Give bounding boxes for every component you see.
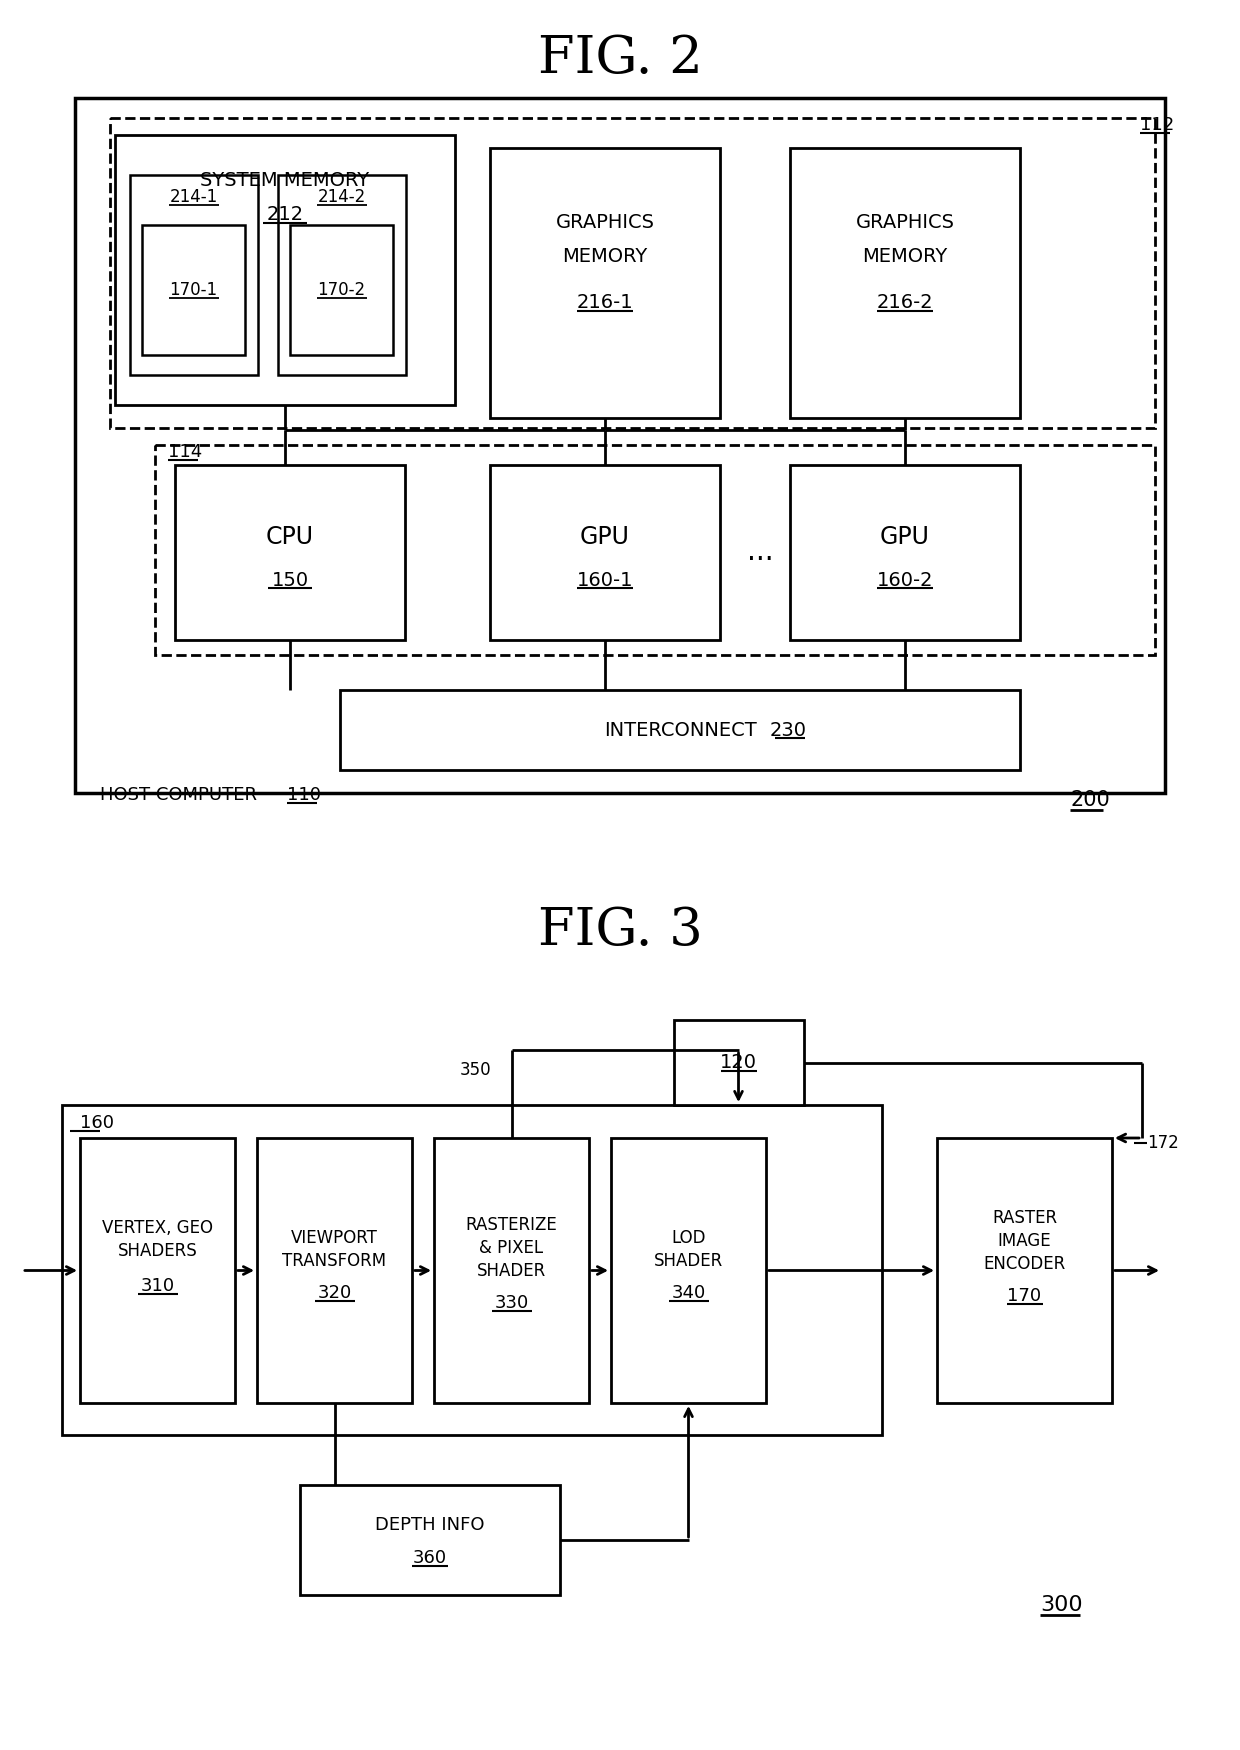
Bar xyxy=(115,135,455,404)
Text: GPU: GPU xyxy=(880,525,930,550)
Text: GPU: GPU xyxy=(580,525,630,550)
Text: HOST COMPUTER: HOST COMPUTER xyxy=(100,786,257,803)
Text: LOD: LOD xyxy=(671,1228,706,1248)
Text: INTERCONNECT: INTERCONNECT xyxy=(604,721,756,740)
Text: GRAPHICS: GRAPHICS xyxy=(556,214,655,233)
Text: 114: 114 xyxy=(167,443,202,460)
Text: TRANSFORM: TRANSFORM xyxy=(283,1251,387,1270)
Text: MEMORY: MEMORY xyxy=(862,247,947,266)
Bar xyxy=(790,466,1021,640)
Text: 214-1: 214-1 xyxy=(170,187,218,206)
Text: 310: 310 xyxy=(140,1278,175,1295)
Text: FIG. 2: FIG. 2 xyxy=(538,33,702,84)
Text: SHADER: SHADER xyxy=(653,1251,723,1270)
Text: 120: 120 xyxy=(720,1054,756,1073)
Text: VERTEX, GEO: VERTEX, GEO xyxy=(102,1220,213,1237)
Text: 230: 230 xyxy=(770,721,806,740)
Text: 320: 320 xyxy=(317,1284,352,1302)
Text: 160-1: 160-1 xyxy=(577,570,634,590)
Text: & PIXEL: & PIXEL xyxy=(480,1239,543,1256)
Bar xyxy=(155,444,1154,654)
Text: GRAPHICS: GRAPHICS xyxy=(856,214,955,233)
Text: 160-2: 160-2 xyxy=(877,570,934,590)
Bar xyxy=(434,1138,589,1404)
Text: 172: 172 xyxy=(1147,1134,1179,1152)
Bar xyxy=(143,226,246,355)
Bar xyxy=(81,1138,236,1404)
Text: 216-2: 216-2 xyxy=(877,294,934,313)
Text: ENCODER: ENCODER xyxy=(983,1255,1065,1272)
Text: DEPTH INFO: DEPTH INFO xyxy=(376,1516,485,1535)
Text: 216-1: 216-1 xyxy=(577,294,634,313)
Text: RASTER: RASTER xyxy=(992,1209,1056,1227)
Bar xyxy=(175,466,405,640)
Text: 200: 200 xyxy=(1070,789,1110,810)
Text: 330: 330 xyxy=(495,1293,528,1312)
Text: 214-2: 214-2 xyxy=(317,187,366,206)
Bar xyxy=(110,117,1154,429)
Text: 150: 150 xyxy=(272,570,309,590)
Text: 360: 360 xyxy=(413,1549,448,1566)
Bar xyxy=(490,466,720,640)
Bar xyxy=(790,149,1021,418)
Text: 170-2: 170-2 xyxy=(317,282,366,299)
Text: 340: 340 xyxy=(671,1284,706,1302)
Text: RASTERIZE: RASTERIZE xyxy=(466,1216,557,1234)
Text: SHADER: SHADER xyxy=(477,1262,546,1279)
Text: IMAGE: IMAGE xyxy=(998,1232,1052,1250)
Bar xyxy=(257,1138,412,1404)
Bar xyxy=(62,1104,882,1435)
Bar xyxy=(278,175,405,374)
Text: VIEWPORT: VIEWPORT xyxy=(291,1228,378,1248)
Bar xyxy=(340,690,1021,770)
Text: 160: 160 xyxy=(81,1115,114,1132)
Bar xyxy=(490,149,720,418)
Text: 170-1: 170-1 xyxy=(170,282,217,299)
Text: 112: 112 xyxy=(1140,116,1174,135)
Text: 350: 350 xyxy=(460,1060,491,1080)
Text: FIG. 3: FIG. 3 xyxy=(538,905,702,956)
Text: 212: 212 xyxy=(267,205,304,224)
Text: 110: 110 xyxy=(286,786,321,803)
Bar xyxy=(300,1486,560,1594)
Text: 170: 170 xyxy=(1007,1286,1042,1306)
Text: SYSTEM MEMORY: SYSTEM MEMORY xyxy=(201,170,370,189)
Text: ...: ... xyxy=(746,537,774,565)
Bar xyxy=(937,1138,1112,1404)
Bar xyxy=(130,175,258,374)
Bar xyxy=(611,1138,766,1404)
Text: SHADERS: SHADERS xyxy=(118,1242,197,1260)
Text: CPU: CPU xyxy=(267,525,314,550)
Bar xyxy=(290,226,393,355)
Text: MEMORY: MEMORY xyxy=(563,247,647,266)
Bar xyxy=(673,1020,804,1104)
Text: 300: 300 xyxy=(1040,1594,1083,1615)
Bar xyxy=(74,98,1166,793)
